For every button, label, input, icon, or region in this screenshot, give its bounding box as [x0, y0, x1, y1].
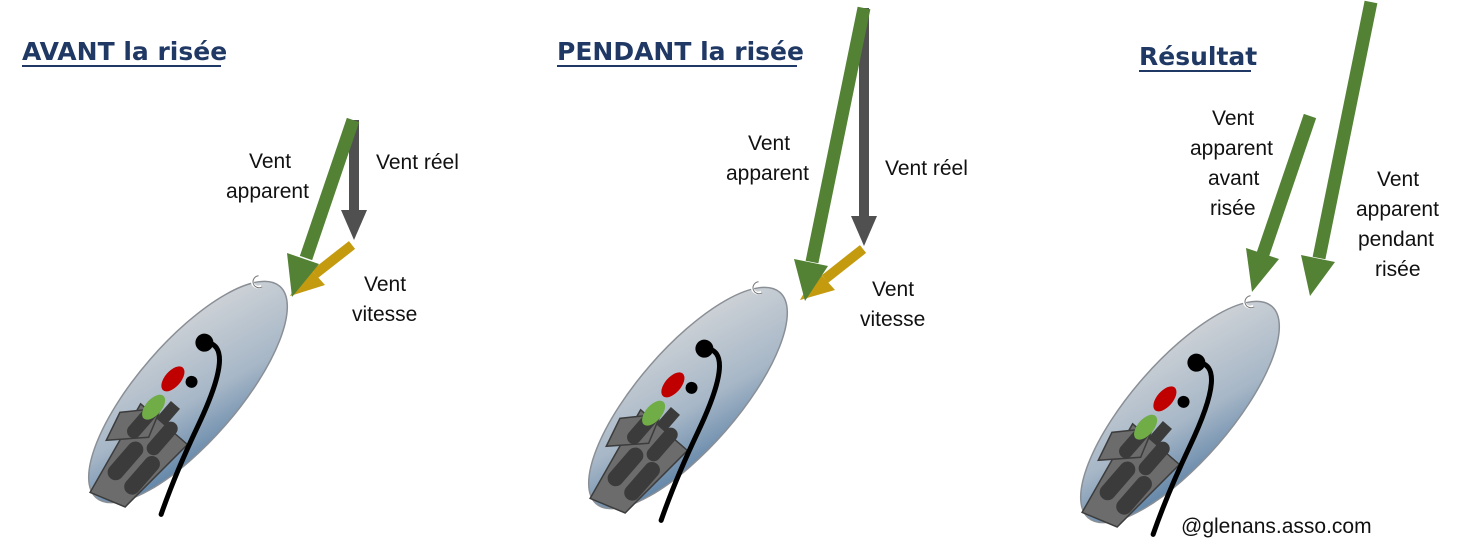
- label-apparent-wind: Vent apparent: [726, 132, 809, 185]
- panel-before: AVANT la risée Vent apparent Vent réel V…: [22, 37, 459, 537]
- label-apparent-wind-during: Vent apparent pendant risée: [1356, 168, 1445, 281]
- dinghy-top-view-icon: [1050, 274, 1317, 556]
- panel-title: Résultat: [1139, 42, 1257, 71]
- dinghy-top-view-icon: [58, 254, 325, 537]
- panel-result: Résultat Vent apparent avant risée Vent …: [1050, 0, 1445, 556]
- credit-text: @glenans.asso.com: [1181, 515, 1372, 538]
- apparent-wind-before-arrow-icon: [1246, 113, 1317, 292]
- true-wind-arrow-icon: [851, 8, 877, 246]
- apparent-wind-during-arrow-icon: [1301, 0, 1378, 296]
- label-speed-wind: Vent vitesse: [860, 278, 925, 331]
- label-apparent-wind-before: Vent apparent avant risée: [1190, 107, 1279, 220]
- label-true-wind: Vent réel: [885, 157, 968, 180]
- apparent-wind-arrow-icon: [794, 6, 871, 301]
- panel-title: AVANT la risée: [22, 37, 227, 66]
- label-speed-wind: Vent vitesse: [352, 273, 417, 326]
- panel-during: PENDANT la risée Vent apparent Vent réel…: [557, 6, 968, 543]
- label-true-wind: Vent réel: [376, 151, 459, 174]
- dinghy-top-view-icon: [558, 260, 825, 543]
- apparent-wind-arrow-icon: [287, 117, 360, 297]
- label-apparent-wind: Vent apparent: [226, 150, 309, 203]
- panel-title: PENDANT la risée: [557, 37, 804, 66]
